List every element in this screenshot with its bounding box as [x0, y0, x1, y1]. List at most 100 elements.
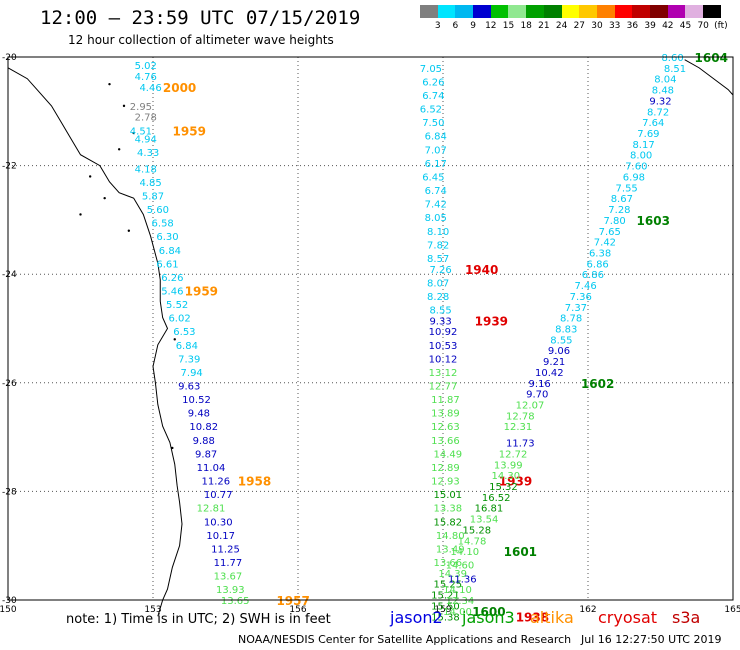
lon-tick-label: 150 [0, 605, 17, 615]
swh-value: 7.42 [594, 238, 616, 249]
swh-value: 9.16 [529, 379, 551, 390]
swh-value: 13.99 [494, 460, 523, 471]
reef-island [173, 338, 176, 341]
color-scale-label: (ft) [714, 21, 728, 31]
swh-value: 8.48 [652, 86, 674, 97]
swh-value: 6.58 [152, 219, 174, 230]
pass-time-label: 1940 [465, 263, 498, 277]
lon-tick-label: 165 [724, 605, 740, 615]
swh-value: 8.72 [647, 107, 669, 118]
swh-value: 8.51 [664, 64, 686, 75]
color-scale-cell [508, 5, 527, 18]
lat-tick-label: -22 [2, 162, 17, 172]
swh-value: 8.04 [654, 75, 676, 86]
color-scale-cell [490, 5, 509, 18]
swh-value: 7.82 [427, 240, 449, 251]
swh-value: 8.10 [427, 227, 449, 238]
color-scale-label: 27 [573, 21, 586, 31]
swh-value: 8.60 [661, 53, 683, 64]
swh-value: 13.54 [470, 515, 499, 526]
mission-cryosat: cryosat [598, 608, 658, 627]
reef-island [132, 131, 135, 135]
axis-labels: 150 153 156 159 162 165 -20 -22 -24 -26 -28 -30 [0, 53, 740, 615]
swh-value: 14.00 [443, 607, 472, 618]
swh-value: 4.51 [130, 126, 152, 137]
color-scale-label: 12 [485, 21, 497, 31]
swh-value: 4.76 [135, 72, 157, 83]
swh-value: 5.46 [161, 286, 183, 297]
swh-value: 13.66 [431, 436, 460, 447]
swh-value: 8.07 [427, 278, 449, 289]
color-scale-label: 33 [608, 21, 621, 31]
swh-value: 8.78 [560, 314, 582, 325]
reef-island [108, 82, 111, 86]
swh-value: 14.10 [443, 585, 472, 596]
swh-value: 7.64 [642, 118, 664, 129]
swh-value: 12.78 [506, 411, 535, 422]
color-scale-cell [685, 5, 703, 18]
swh-value: 7.42 [425, 200, 447, 211]
lon-tick-label: 159 [434, 605, 451, 615]
swh-value: 6.61 [156, 259, 178, 270]
lat-lon-grid [7, 56, 734, 601]
color-scale-cell [420, 5, 438, 18]
pass-time-label: 1600 [472, 605, 505, 619]
color-scale-cell [543, 5, 562, 18]
swh-value: 8.57 [427, 254, 449, 265]
swh-value: 11.73 [506, 439, 535, 450]
reef-island [171, 446, 174, 450]
color-scale-label: 30 [591, 21, 603, 31]
footer-timestamp: Jul 16 12:27:50 UTC 2019 [581, 633, 722, 646]
swh-value: 15.28 [463, 525, 492, 536]
swh-value: 6.84 [176, 341, 198, 352]
swh-value: 4.94 [135, 134, 157, 145]
swh-value: 13.89 [431, 409, 460, 420]
swh-value: 15.32 [489, 482, 518, 493]
wave-height-values: 5.024.764.46 2.952.78 2000 4.514.94 4.33 4.18… [130, 51, 728, 624]
swh-value: 10.82 [189, 422, 218, 433]
pass-time-label: 1957 [276, 594, 309, 608]
swh-value: 2.95 [130, 102, 152, 113]
swh-value: 9.70 [526, 390, 548, 401]
reef-island [79, 213, 82, 216]
reef-island [127, 229, 131, 232]
pass-time-label: 1939 [499, 475, 532, 489]
swh-value: 12.77 [429, 382, 458, 393]
swh-value: 12.34 [446, 596, 475, 607]
swh-value: 7.07 [425, 145, 447, 156]
swh-value: 14.78 [458, 536, 487, 547]
swh-value: 7.55 [616, 183, 638, 194]
swh-value: 10.92 [429, 327, 458, 338]
swh-value: 9.63 [178, 382, 200, 393]
lat-tick-label: -24 [2, 270, 17, 280]
swh-value: 10.53 [429, 341, 458, 352]
pass-time-label: 1603 [637, 214, 670, 228]
swh-value: 7.26 [429, 265, 451, 276]
lat-tick-label: -28 [2, 487, 17, 497]
color-scale-cell [437, 5, 456, 18]
swh-value: 6.84 [425, 132, 447, 143]
swh-value: 15.82 [434, 517, 463, 528]
mission-altika: altika [530, 608, 574, 627]
swh-value: 6.86 [582, 270, 604, 281]
pass-time-label: 2000 [163, 81, 196, 95]
swh-value: 8.67 [611, 194, 633, 205]
swh-value: 6.17 [425, 159, 447, 170]
page-subtitle: 12 hour collection of altimeter wave hei… [68, 33, 334, 47]
swh-value: 13.12 [429, 368, 458, 379]
swh-value: 7.60 [625, 162, 647, 173]
swh-value: 13.67 [214, 572, 243, 583]
reef-island [117, 148, 121, 151]
swh-value: 4.18 [135, 164, 157, 175]
swh-value: 8.55 [429, 305, 451, 316]
footer-credit: NOAA/NESDIS Center for Satellite Applica… [238, 633, 572, 646]
swh-value: 6.02 [168, 314, 190, 325]
color-scale-cell [579, 5, 597, 18]
color-scale-cell [614, 5, 633, 18]
swh-value: 7.46 [574, 281, 596, 292]
swh-value: 9.21 [543, 357, 565, 368]
pass-time-label: 1939 [475, 314, 508, 328]
swh-value: 15.50 [431, 601, 460, 612]
color-scale-label: 9 [470, 21, 476, 31]
